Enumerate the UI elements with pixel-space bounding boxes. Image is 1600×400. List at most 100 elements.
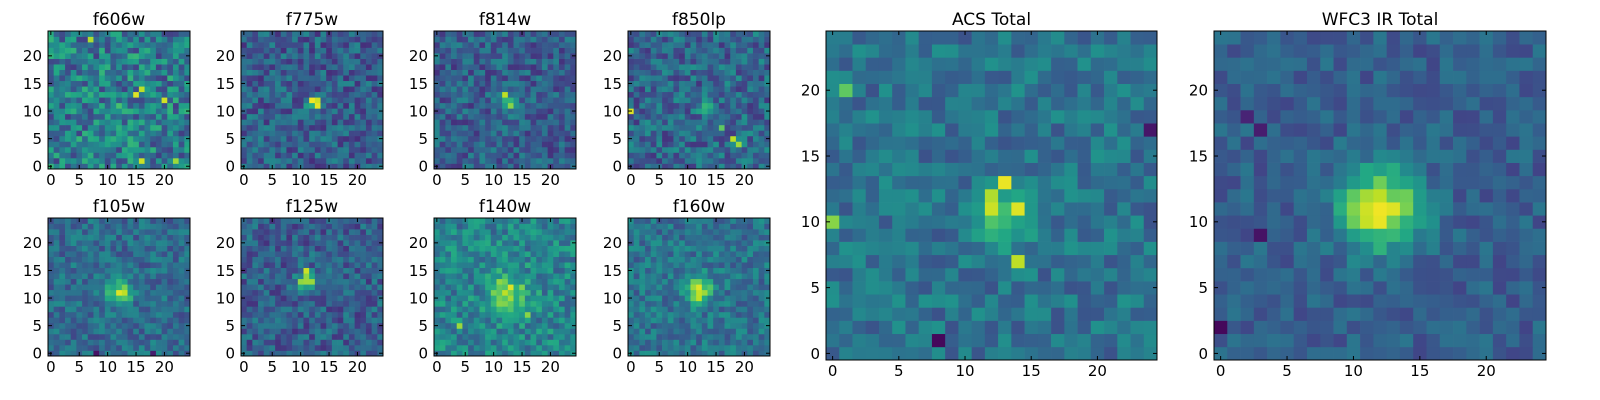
heatmap-cell	[275, 31, 282, 37]
heatmap-cell	[741, 328, 748, 335]
heatmap-cell	[434, 339, 441, 346]
heatmap-cell	[133, 300, 140, 307]
heatmap-cell	[133, 333, 140, 340]
heatmap-cell	[656, 328, 663, 335]
heatmap-cell	[280, 108, 287, 115]
heatmap-cell	[496, 141, 503, 148]
heatmap-cell	[490, 135, 497, 142]
heatmap-cell	[303, 333, 310, 340]
heatmap-cell	[451, 317, 458, 324]
heatmap-cell	[439, 124, 446, 131]
heatmap-cell	[292, 64, 299, 70]
y-tick-label: 20	[409, 47, 428, 65]
heatmap-cell	[485, 344, 492, 351]
heatmap-cell	[713, 135, 720, 142]
heatmap-cell	[116, 97, 123, 104]
heatmap-cell	[451, 284, 458, 291]
heatmap-cell	[656, 124, 663, 131]
heatmap-cell	[730, 328, 737, 335]
heatmap-cell	[337, 234, 344, 241]
heatmap-cell	[144, 218, 151, 224]
heatmap-cell	[178, 300, 185, 307]
heatmap-cell	[456, 256, 463, 263]
heatmap-cell	[718, 119, 725, 126]
heatmap-cell	[65, 97, 72, 104]
heatmap-cell	[462, 333, 469, 340]
heatmap-cell	[360, 317, 367, 324]
heatmap-cell	[178, 97, 185, 104]
heatmap-cell	[701, 124, 708, 131]
heatmap-cell	[269, 229, 276, 235]
heatmap-cell	[456, 108, 463, 115]
heatmap-cell	[570, 300, 577, 307]
heatmap-cell	[246, 300, 253, 307]
heatmap-cell	[730, 36, 737, 43]
heatmap-cell	[679, 278, 686, 285]
heatmap-cell	[479, 273, 486, 280]
heatmap-cell	[718, 124, 725, 131]
heatmap-cell	[258, 311, 265, 318]
heatmap-cell	[758, 86, 765, 93]
heatmap-cell	[679, 58, 686, 65]
heatmap-cell	[331, 119, 338, 126]
heatmap-cell	[445, 251, 452, 257]
heatmap-cell	[496, 229, 503, 235]
heatmap-cell	[513, 284, 520, 291]
heatmap-cell	[172, 218, 179, 224]
heatmap-cell	[530, 141, 537, 148]
heatmap-cell	[462, 124, 469, 131]
heatmap-cell	[541, 102, 548, 109]
heatmap-cell	[547, 124, 554, 131]
heatmap-cell	[490, 53, 497, 59]
heatmap-cell	[93, 31, 100, 37]
heatmap-cell	[741, 322, 748, 329]
heatmap-cell	[752, 284, 759, 291]
heatmap-cell	[530, 152, 537, 159]
heatmap-cell	[53, 245, 60, 252]
heatmap-cell	[718, 339, 725, 346]
heatmap-cell	[161, 69, 168, 76]
heatmap-cell	[645, 80, 652, 87]
heatmap-cell	[246, 157, 253, 164]
heatmap-cell	[679, 91, 686, 98]
heatmap-cell	[473, 86, 480, 93]
heatmap-cell	[690, 157, 697, 164]
x-tick-label: 15	[512, 358, 531, 376]
heatmap-cell	[65, 163, 72, 170]
heatmap-cell	[673, 278, 680, 285]
heatmap-cell	[365, 130, 372, 137]
heatmap-cell	[150, 163, 157, 170]
heatmap-cell	[650, 284, 657, 291]
heatmap-cell	[172, 163, 179, 170]
heatmap-cell	[121, 306, 128, 313]
heatmap-cell	[354, 141, 361, 148]
heatmap-cell	[656, 135, 663, 142]
y-tick-label: 10	[23, 289, 42, 307]
heatmap-cell	[502, 223, 509, 230]
heatmap-cell	[696, 31, 703, 37]
heatmap-cell	[76, 344, 83, 351]
heatmap-cell	[570, 245, 577, 252]
heatmap-cell	[155, 58, 162, 65]
heatmap-cell	[65, 75, 72, 82]
heatmap-cell	[434, 311, 441, 318]
heatmap-cell	[633, 119, 640, 126]
heatmap-cell	[530, 289, 537, 296]
heatmap-cell	[150, 234, 157, 241]
heatmap-cell	[150, 350, 157, 357]
heatmap-cell	[275, 295, 282, 302]
heatmap-cell	[690, 317, 697, 324]
heatmap-cell	[507, 273, 514, 280]
heatmap-cell	[99, 97, 106, 104]
heatmap-cell	[371, 124, 378, 131]
heatmap-cell	[445, 273, 452, 280]
heatmap-cell	[258, 124, 265, 131]
heatmap-cell	[473, 163, 480, 170]
heatmap-cell	[116, 141, 123, 148]
heatmap-cell	[485, 64, 492, 70]
heatmap-cell	[87, 64, 94, 70]
heatmap-cell	[377, 102, 384, 109]
heatmap-cell	[161, 124, 168, 131]
heatmap-cell	[110, 31, 117, 37]
heatmap-cell	[76, 289, 83, 296]
